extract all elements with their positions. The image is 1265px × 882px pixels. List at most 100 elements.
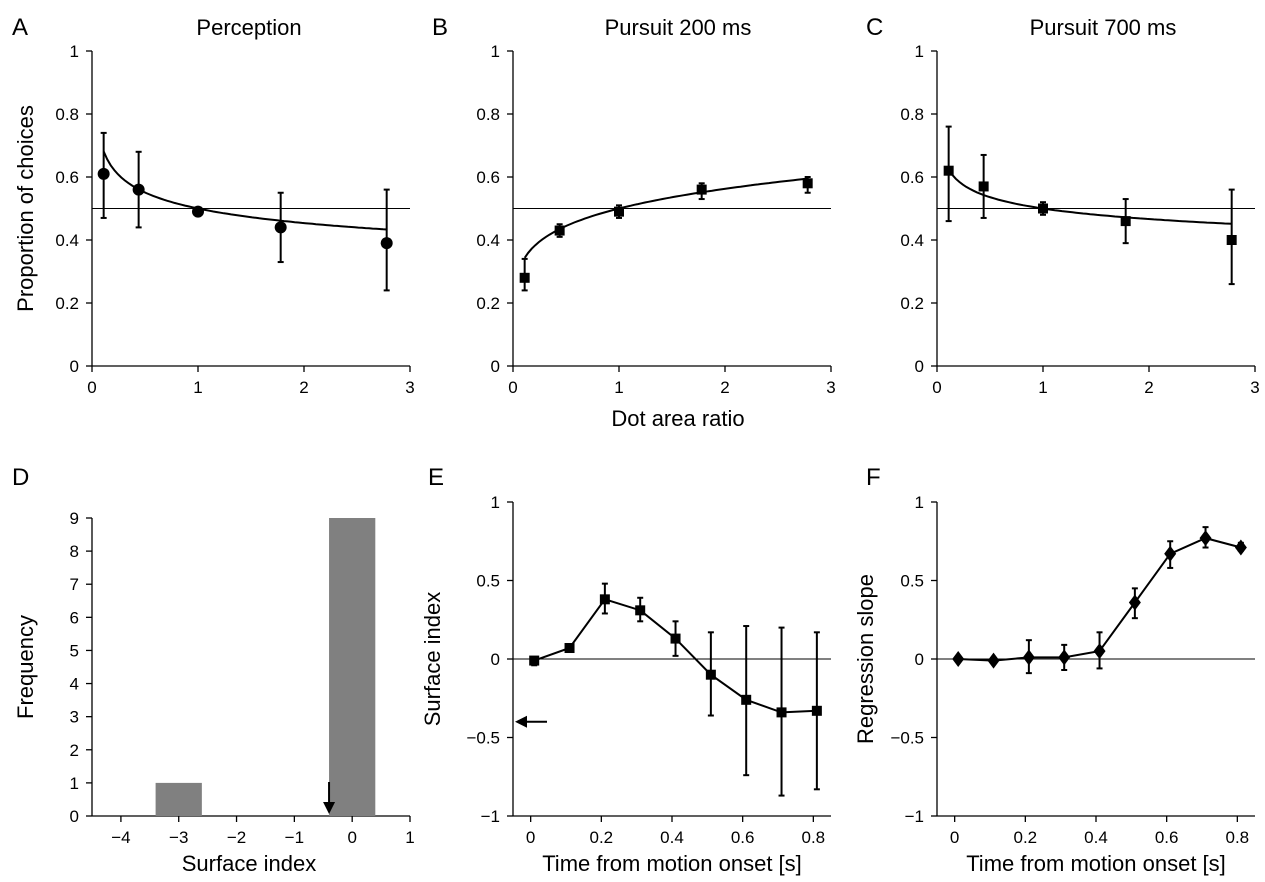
y-tick-label-b: 0 bbox=[491, 357, 500, 376]
x-tick-label-b: 0 bbox=[508, 378, 517, 397]
x-tick-label-f: 0.6 bbox=[1155, 828, 1179, 847]
data-point-b bbox=[614, 206, 624, 217]
y-tick-label-c: 0.4 bbox=[900, 231, 924, 250]
y-tick-label-d: 0 bbox=[70, 807, 79, 826]
data-point-f bbox=[1128, 594, 1141, 611]
y-tick-label-d: 3 bbox=[70, 708, 79, 727]
x-tick-label-a: 1 bbox=[193, 378, 202, 397]
histogram-bar-d bbox=[155, 782, 202, 816]
fit-curve-b bbox=[523, 177, 808, 259]
x-tick-label-e: 0.2 bbox=[590, 828, 614, 847]
y-tick-label-d: 9 bbox=[70, 509, 79, 528]
panel-c: C Pursuit 700 ms 0 1 2 3 0 0.2 0.4 0.6 0.8 1 bbox=[866, 14, 1260, 397]
panel-d: D −4 −3 −2 −1 0 1 0 1 2 3 4 5 6 7 8 9 Surface index Freque… bbox=[12, 464, 415, 876]
data-point-b bbox=[802, 178, 813, 189]
y-tick-label-a: 0.2 bbox=[55, 294, 79, 313]
data-point-f bbox=[1022, 649, 1035, 666]
data-point-e bbox=[564, 643, 575, 654]
panel-letter-a: A bbox=[12, 14, 28, 41]
panel-b: B Pursuit 200 ms 0 1 2 3 0 0.2 0.4 0.6 0.8 1 Dot are… bbox=[432, 14, 836, 431]
panel-e: E 0 0.2 0.4 0.6 0.8 −1 −0.5 0 0.5 1 Time from motio… bbox=[420, 464, 831, 876]
y-tick-label-b: 0.2 bbox=[476, 294, 500, 313]
x-tick-label-f: 0.4 bbox=[1084, 828, 1108, 847]
y-tick-label-c: 0.6 bbox=[900, 168, 924, 187]
y-tick-label-d: 2 bbox=[70, 741, 79, 760]
fit-curve-c bbox=[947, 169, 1232, 225]
data-point-a bbox=[97, 167, 110, 180]
x-tick-label-e: 0.6 bbox=[731, 828, 755, 847]
x-tick-label-c: 0 bbox=[932, 378, 941, 397]
data-point-f bbox=[1164, 545, 1177, 562]
y-tick-label-e: 0 bbox=[491, 650, 500, 669]
x-tick-label-d: −2 bbox=[227, 828, 246, 847]
data-point-c bbox=[1038, 203, 1048, 214]
y-tick-label-a: 0 bbox=[70, 357, 79, 376]
x-axis-label-d: Surface index bbox=[182, 851, 317, 876]
panel-title-c: Pursuit 700 ms bbox=[1030, 15, 1177, 40]
y-tick-label-a: 0.8 bbox=[55, 105, 79, 124]
x-axis-label-f: Time from motion onset [s] bbox=[966, 851, 1226, 876]
x-tick-label-c: 3 bbox=[1250, 378, 1259, 397]
x-axis-label-e: Time from motion onset [s] bbox=[542, 851, 802, 876]
y-tick-label-b: 1 bbox=[491, 42, 500, 61]
data-point-a bbox=[380, 237, 393, 250]
data-point-c bbox=[1226, 235, 1237, 245]
x-tick-label-d: −3 bbox=[169, 828, 188, 847]
data-point-e bbox=[811, 705, 822, 716]
x-tick-label-c: 1 bbox=[1038, 378, 1047, 397]
data-point-a bbox=[192, 205, 204, 218]
x-tick-label-a: 0 bbox=[87, 378, 96, 397]
y-tick-label-e: −1 bbox=[481, 807, 500, 826]
y-axis-label-f: Regression slope bbox=[853, 574, 878, 744]
x-tick-label-a: 2 bbox=[299, 378, 308, 397]
data-point-e bbox=[529, 655, 540, 666]
x-axis-label-b: Dot area ratio bbox=[611, 406, 744, 431]
panel-f: F 0 0.2 0.4 0.6 0.8 −1 −0.5 0 0.5 1 Time from motio… bbox=[853, 464, 1255, 876]
data-point-f bbox=[1199, 530, 1212, 547]
x-tick-label-b: 3 bbox=[826, 378, 835, 397]
fit-curve-a bbox=[102, 151, 387, 231]
data-point-b bbox=[519, 272, 530, 283]
y-tick-label-e: 1 bbox=[491, 493, 500, 512]
data-point-b bbox=[696, 184, 707, 195]
data-point-e bbox=[741, 694, 752, 705]
data-point-e bbox=[670, 633, 681, 644]
data-point-f bbox=[987, 652, 1000, 669]
y-tick-label-c: 0 bbox=[915, 357, 924, 376]
x-tick-label-f: 0.8 bbox=[1226, 828, 1250, 847]
y-tick-label-f: 1 bbox=[915, 493, 924, 512]
y-tick-label-b: 0.4 bbox=[476, 231, 500, 250]
y-tick-label-f: −1 bbox=[905, 807, 924, 826]
data-point-a bbox=[132, 183, 145, 196]
y-tick-label-d: 5 bbox=[70, 641, 79, 660]
panel-title-a: Perception bbox=[196, 15, 301, 40]
data-point-c bbox=[1120, 216, 1131, 227]
y-tick-label-e: −0.5 bbox=[466, 729, 500, 748]
x-tick-label-b: 1 bbox=[614, 378, 623, 397]
x-tick-label-e: 0.8 bbox=[802, 828, 826, 847]
x-tick-label-f: 0.2 bbox=[1014, 828, 1038, 847]
y-tick-label-c: 1 bbox=[915, 42, 924, 61]
panel-letter-b: B bbox=[432, 14, 448, 41]
data-point-f bbox=[1234, 539, 1247, 556]
y-tick-label-a: 0.4 bbox=[55, 231, 79, 250]
y-axis-label-a: Proportion of choices bbox=[13, 105, 38, 312]
data-point-e bbox=[705, 669, 716, 680]
y-tick-label-a: 1 bbox=[70, 42, 79, 61]
data-point-b bbox=[554, 225, 565, 236]
panel-title-b: Pursuit 200 ms bbox=[605, 15, 752, 40]
y-tick-label-d: 7 bbox=[70, 575, 79, 594]
x-tick-label-f: 0 bbox=[950, 828, 959, 847]
x-tick-label-a: 3 bbox=[405, 378, 414, 397]
y-tick-label-b: 0.8 bbox=[476, 105, 500, 124]
y-axis-label-d: Frequency bbox=[13, 615, 38, 719]
arrow-head-d bbox=[323, 802, 336, 814]
y-tick-label-a: 0.6 bbox=[55, 168, 79, 187]
y-tick-label-b: 0.6 bbox=[476, 168, 500, 187]
x-tick-label-e: 0 bbox=[526, 828, 535, 847]
y-tick-label-c: 0.8 bbox=[900, 105, 924, 124]
y-tick-label-f: 0.5 bbox=[900, 572, 924, 591]
y-tick-label-c: 0.2 bbox=[900, 294, 924, 313]
x-tick-label-b: 2 bbox=[720, 378, 729, 397]
